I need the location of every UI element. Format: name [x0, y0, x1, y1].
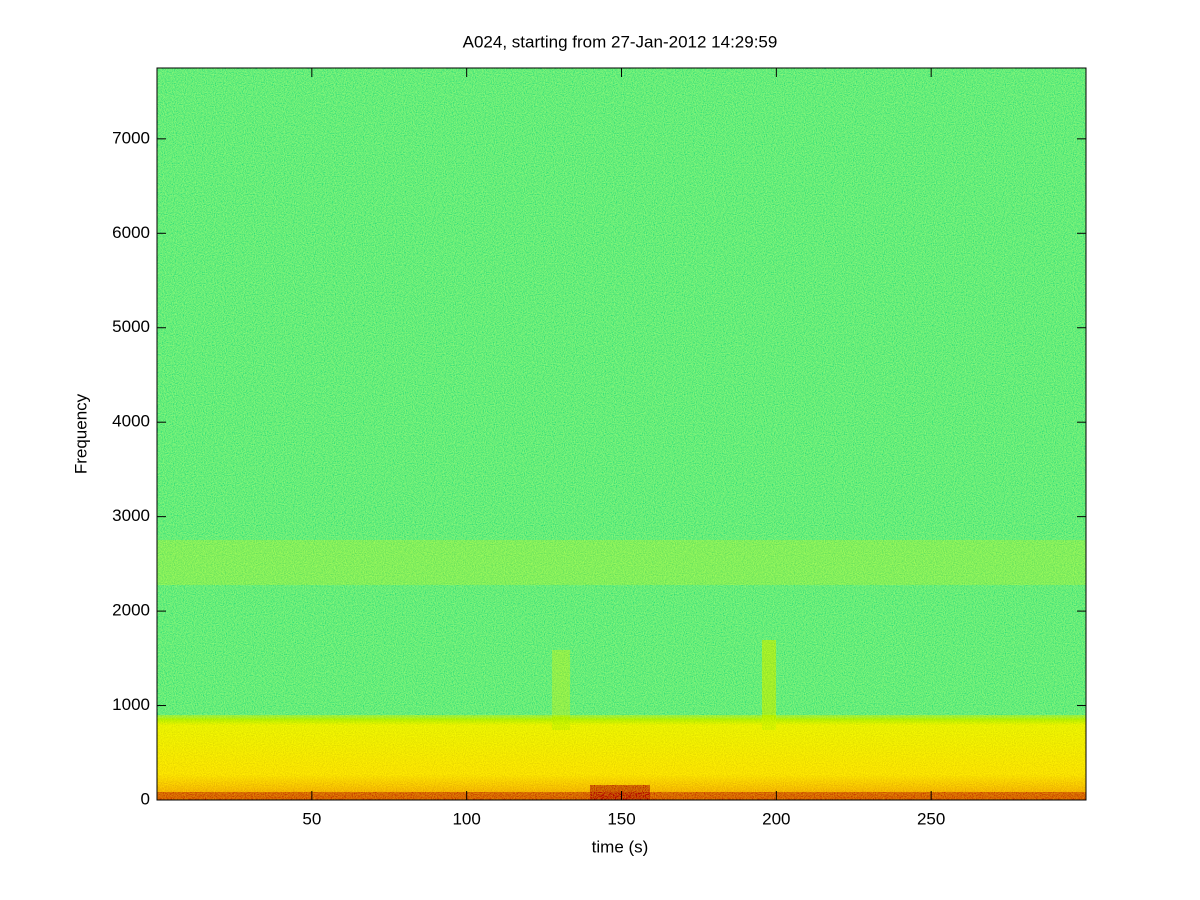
x-tick-label: 100: [452, 809, 480, 828]
y-tick-label: 5000: [112, 317, 150, 336]
x-axis-label: time (s): [592, 837, 649, 856]
y-tick-label: 1000: [112, 695, 150, 714]
spectrogram-band: [157, 540, 1086, 585]
y-tick-label: 4000: [112, 412, 150, 431]
spectrogram-image: [157, 68, 1086, 800]
x-tick-label: 200: [762, 809, 790, 828]
y-tick-label: 7000: [112, 128, 150, 147]
x-tick-label: 150: [607, 809, 635, 828]
spectrogram-streak: [762, 640, 776, 730]
spectrogram-burst: [590, 785, 650, 800]
spectrogram-streak: [552, 650, 570, 730]
y-axis-label: Frequency: [71, 393, 90, 474]
y-tick-label: 6000: [112, 223, 150, 242]
y-tick-label: 2000: [112, 601, 150, 620]
y-tick-label: 0: [141, 789, 150, 808]
x-tick-label: 250: [917, 809, 945, 828]
x-tick-label: 50: [302, 809, 321, 828]
y-tick-label: 3000: [112, 506, 150, 525]
chart-title: A024, starting from 27-Jan-2012 14:29:59: [463, 32, 778, 51]
spectrogram-base: [157, 68, 1086, 800]
